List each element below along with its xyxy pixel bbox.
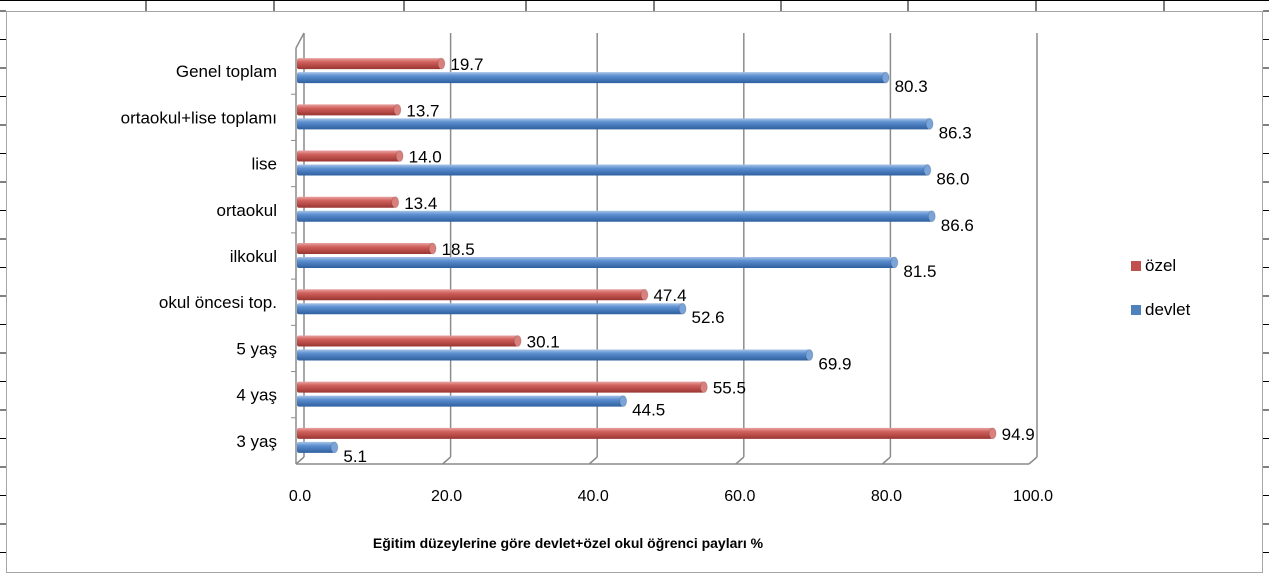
legend-label-devlet: devlet xyxy=(1145,300,1191,319)
category-label: ilkokul xyxy=(230,247,277,266)
data-label-devlet: 44.5 xyxy=(632,401,665,420)
data-label-ozel: 55.5 xyxy=(713,379,746,398)
gridline-foot xyxy=(588,456,598,465)
bar-cap-ozel xyxy=(513,334,522,347)
data-label-devlet: 80.3 xyxy=(895,77,928,96)
data-labels: 19.7 80.3 13.7 86.3 14.0 86.0 13.4 86.6 18.5 81.5… xyxy=(343,55,1034,466)
gridline-foot xyxy=(735,456,745,465)
bar-ozel xyxy=(297,104,398,116)
legend-label-ozel: özel xyxy=(1145,256,1176,275)
data-label-ozel: 19.7 xyxy=(450,55,483,74)
x-tick-label: 40.0 xyxy=(578,488,609,505)
bar-cap-devlet xyxy=(619,395,628,408)
bar-cap-devlet xyxy=(890,256,899,269)
bar-cap-devlet xyxy=(330,441,339,454)
gridline-foot xyxy=(442,456,452,465)
bar-ozel xyxy=(297,427,993,439)
legend[interactable]: özel devlet xyxy=(1131,256,1191,319)
data-label-devlet: 86.0 xyxy=(936,170,969,189)
category-label: 5 yaş xyxy=(236,339,277,358)
bar-devlet xyxy=(297,395,624,407)
bar-cap-devlet xyxy=(805,348,814,361)
data-label-ozel: 94.9 xyxy=(1002,425,1035,444)
data-label-ozel: 14.0 xyxy=(409,148,442,167)
chart-area[interactable]: 19.7 80.3 13.7 86.3 14.0 86.0 13.4 86.6 18.5 81.5… xyxy=(6,11,1263,573)
data-label-devlet: 86.3 xyxy=(939,123,972,142)
bar-ozel xyxy=(297,335,518,347)
bar-cap-devlet xyxy=(925,117,934,130)
chart-title: Eğitim düzeylerine göre devlet+özel okul… xyxy=(373,535,764,551)
bar-devlet xyxy=(297,303,683,315)
data-label-ozel: 18.5 xyxy=(442,240,475,259)
bar-cap-ozel xyxy=(640,288,649,301)
category-label: Genel toplam xyxy=(176,62,277,81)
bar-cap-devlet xyxy=(923,164,932,177)
bar-devlet xyxy=(297,210,932,222)
data-label-ozel: 13.7 xyxy=(406,101,439,120)
bar-devlet xyxy=(297,72,886,84)
category-label: okul öncesi top. xyxy=(159,293,277,312)
data-label-devlet: 52.6 xyxy=(692,308,725,327)
category-label: 3 yaş xyxy=(236,432,277,451)
x-tick-label: 60.0 xyxy=(724,488,755,505)
bar-ozel xyxy=(297,289,645,301)
gridline-foot xyxy=(295,456,305,465)
bar-cap-devlet xyxy=(881,71,890,84)
bar-cap-ozel xyxy=(988,427,997,440)
data-label-ozel: 47.4 xyxy=(653,286,686,305)
bar-devlet xyxy=(297,349,810,361)
bar-cap-ozel xyxy=(437,57,446,70)
gridline-foot xyxy=(1028,456,1038,465)
data-label-ozel: 13.4 xyxy=(404,194,437,213)
bar-cap-ozel xyxy=(393,103,402,116)
bar-ozel xyxy=(297,243,433,254)
category-label: lise xyxy=(251,155,277,174)
bar-ozel xyxy=(297,381,704,393)
bar-cap-devlet xyxy=(927,210,936,223)
y-axis-top xyxy=(295,32,305,49)
bar-cap-ozel xyxy=(391,196,400,209)
bar-devlet xyxy=(297,164,928,176)
data-label-ozel: 30.1 xyxy=(527,332,560,351)
bar-ozel xyxy=(297,150,400,162)
x-tick-label: 0.0 xyxy=(289,488,311,505)
data-label-devlet: 86.6 xyxy=(941,216,974,235)
category-labels: Genel toplam ortaokul+lise toplamı lise ort… xyxy=(121,62,277,451)
bar-devlet xyxy=(297,441,335,453)
category-label: ortaokul+lise toplamı xyxy=(121,108,277,127)
data-label-devlet: 81.5 xyxy=(903,262,936,281)
x-tick-label: 20.0 xyxy=(431,488,462,505)
bars xyxy=(297,57,997,454)
bar-cap-devlet xyxy=(678,302,687,315)
data-label-devlet: 5.1 xyxy=(343,447,367,466)
category-label: 4 yaş xyxy=(236,386,277,405)
category-label: ortaokul xyxy=(217,201,277,220)
legend-swatch-ozel xyxy=(1131,261,1141,271)
legend-swatch-devlet xyxy=(1131,305,1141,315)
bar-ozel xyxy=(297,196,396,208)
bar-cap-ozel xyxy=(699,381,708,394)
x-tick-label: 100.0 xyxy=(1013,488,1053,505)
bar-cap-ozel xyxy=(395,150,404,163)
gridline-foot xyxy=(881,456,891,465)
bar-devlet xyxy=(297,257,895,268)
bar-chart: 19.7 80.3 13.7 86.3 14.0 86.0 13.4 86.6 18.5 81.5… xyxy=(121,32,1191,551)
x-axis-ticks: 0.0 20.0 40.0 60.0 80.0 100.0 xyxy=(289,488,1053,505)
bar-devlet xyxy=(297,118,930,130)
bar-cap-ozel xyxy=(428,242,437,255)
x-tick-label: 80.0 xyxy=(871,488,902,505)
data-label-devlet: 69.9 xyxy=(818,354,851,373)
bar-ozel xyxy=(297,58,442,70)
